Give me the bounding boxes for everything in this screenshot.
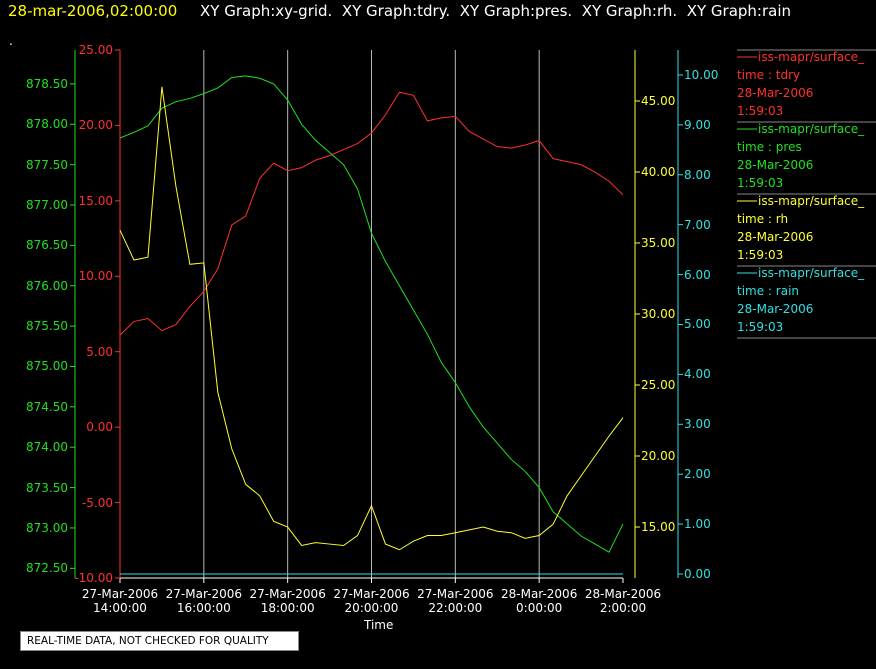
legend-line: 1:59:03	[737, 104, 784, 118]
y-tick-label: 877.00	[26, 198, 68, 212]
legend-name: iss-mapr/surface_	[758, 194, 865, 208]
legend-line: time : rh	[737, 212, 789, 226]
legend-line: 28-Mar-2006	[737, 230, 814, 244]
y-tick-label: 40.00	[641, 164, 676, 179]
y-tick-label: 873.50	[26, 480, 68, 495]
legend-line: 28-Mar-2006	[737, 158, 814, 172]
annotation: .	[9, 34, 13, 48]
legend-line: time : pres	[737, 140, 802, 154]
y-tick-label: 25.00	[641, 378, 676, 392]
y-tick-label: 878.50	[26, 76, 68, 91]
legend-name: iss-mapr/surface_	[758, 122, 865, 136]
legend-name: iss-mapr/surface_	[758, 50, 865, 64]
legend-name: iss-mapr/surface_	[758, 266, 865, 280]
y-tick-label: 876.50	[26, 238, 68, 253]
legend-line: time : tdry	[737, 68, 801, 82]
y-tick-label: 4.00	[684, 367, 711, 382]
series-line	[119, 75, 624, 553]
y-tick-label: 1.00	[684, 517, 711, 532]
x-tick-label: 27-Mar-2006 22:00:00	[417, 587, 494, 615]
chart-title: 28-mar-2006,02:00:00	[8, 2, 178, 20]
y-tick-label: 8.00	[684, 167, 711, 182]
y-tick-label: 875.50	[26, 319, 68, 334]
y-tick-label: 45.00	[641, 93, 676, 108]
y-tick-label: 874.00	[26, 440, 68, 455]
y-tick-label: 875.00	[26, 359, 68, 374]
y-tick-label: 0.00	[86, 420, 113, 435]
footer-note: REAL-TIME DATA, NOT CHECKED FOR QUALITY	[20, 631, 299, 651]
y-tick-label: 20.00	[78, 118, 113, 133]
x-tick-label: 27-Mar-2006 14:00:00	[81, 587, 159, 615]
series-line	[119, 86, 624, 551]
y-tick-label: 15.00	[641, 520, 676, 535]
y-tick-label: 25.00	[78, 43, 113, 57]
x-tick-label: 27-Mar-2006 18:00:00	[249, 587, 326, 615]
legend-line: 28-Mar-2006	[737, 86, 814, 100]
x-axis-label: Time	[364, 618, 394, 632]
y-tick-label: 5.00	[86, 344, 113, 359]
x-tick-label: 28-Mar-2006 0:00:00	[500, 587, 578, 615]
y-tick-label: 35.00	[641, 235, 676, 250]
y-tick-label: 5.00	[684, 317, 711, 332]
x-tick-label: 27-Mar-2006 16:00:00	[165, 587, 242, 615]
y-tick-label: 2.00	[684, 467, 711, 482]
y-tick-label: 877.50	[26, 157, 68, 172]
legend-line: 1:59:03	[737, 248, 784, 262]
legend-line: 28-Mar-2006	[737, 302, 814, 316]
y-tick-label: 874.50	[26, 399, 68, 414]
legend-line: 1:59:03	[737, 320, 784, 334]
y-tick-label: 10.00	[78, 269, 113, 284]
y-tick-label: -5.00	[81, 495, 113, 510]
y-tick-label: 7.00	[684, 217, 711, 232]
y-tick-label: 15.00	[78, 193, 113, 208]
legend-line: time : rain	[737, 284, 800, 298]
y-tick-label: 873.00	[26, 520, 68, 535]
y-tick-label: 30.00	[641, 307, 676, 321]
x-tick-label: 27-Mar-2006 20:00:00	[333, 587, 410, 615]
y-tick-label: 872.50	[26, 561, 68, 576]
legend-line: 1:59:03	[737, 176, 784, 190]
y-tick-label: 10.00	[684, 67, 719, 82]
y-tick-label: 878.00	[26, 117, 68, 132]
x-tick-label: 28-Mar-2006 2:00:00	[584, 587, 662, 615]
y-tick-label: 6.00	[684, 267, 711, 282]
y-tick-label: 20.00	[641, 449, 676, 463]
y-tick-label: 3.00	[684, 417, 711, 432]
chart-subtitle: XY Graph:xy-grid. XY Graph:tdry. XY Grap…	[200, 2, 792, 20]
y-tick-label: 0.00	[684, 567, 711, 581]
y-tick-label: -10.00	[74, 571, 113, 585]
y-tick-label: 9.00	[684, 117, 711, 132]
series-line	[119, 91, 624, 336]
y-tick-label: 876.00	[26, 278, 68, 293]
